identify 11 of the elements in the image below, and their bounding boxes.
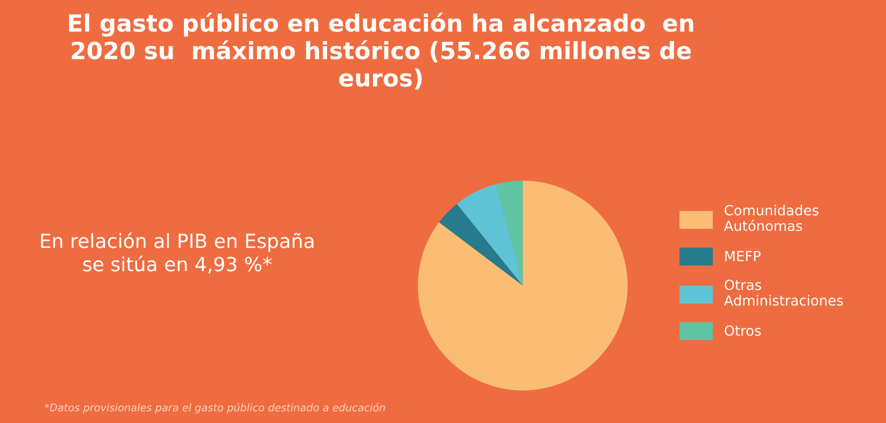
- chart-title: El gasto público en educación ha alcanzado en 2020 su máximo histórico (55.266 millones de euros): [69, 12, 694, 90]
- pie-slice: [496, 180, 523, 286]
- pie-slice: [456, 184, 523, 286]
- text: En relación al PIB en España se sitúa en 4,93 %*: [41, 232, 314, 274]
- legend-label: MEFP: [725, 250, 761, 262]
- legend-label: Comunidades Autónomas: [724, 204, 818, 232]
- text: *Datos provisionales para el gasto público destinado a educación: [44, 402, 385, 414]
- legend-label: Otros: [724, 325, 761, 336]
- pie-slice: [418, 180, 628, 390]
- pie-slice: [439, 204, 523, 286]
- legend-label: Otras Administraciones: [724, 280, 843, 306]
